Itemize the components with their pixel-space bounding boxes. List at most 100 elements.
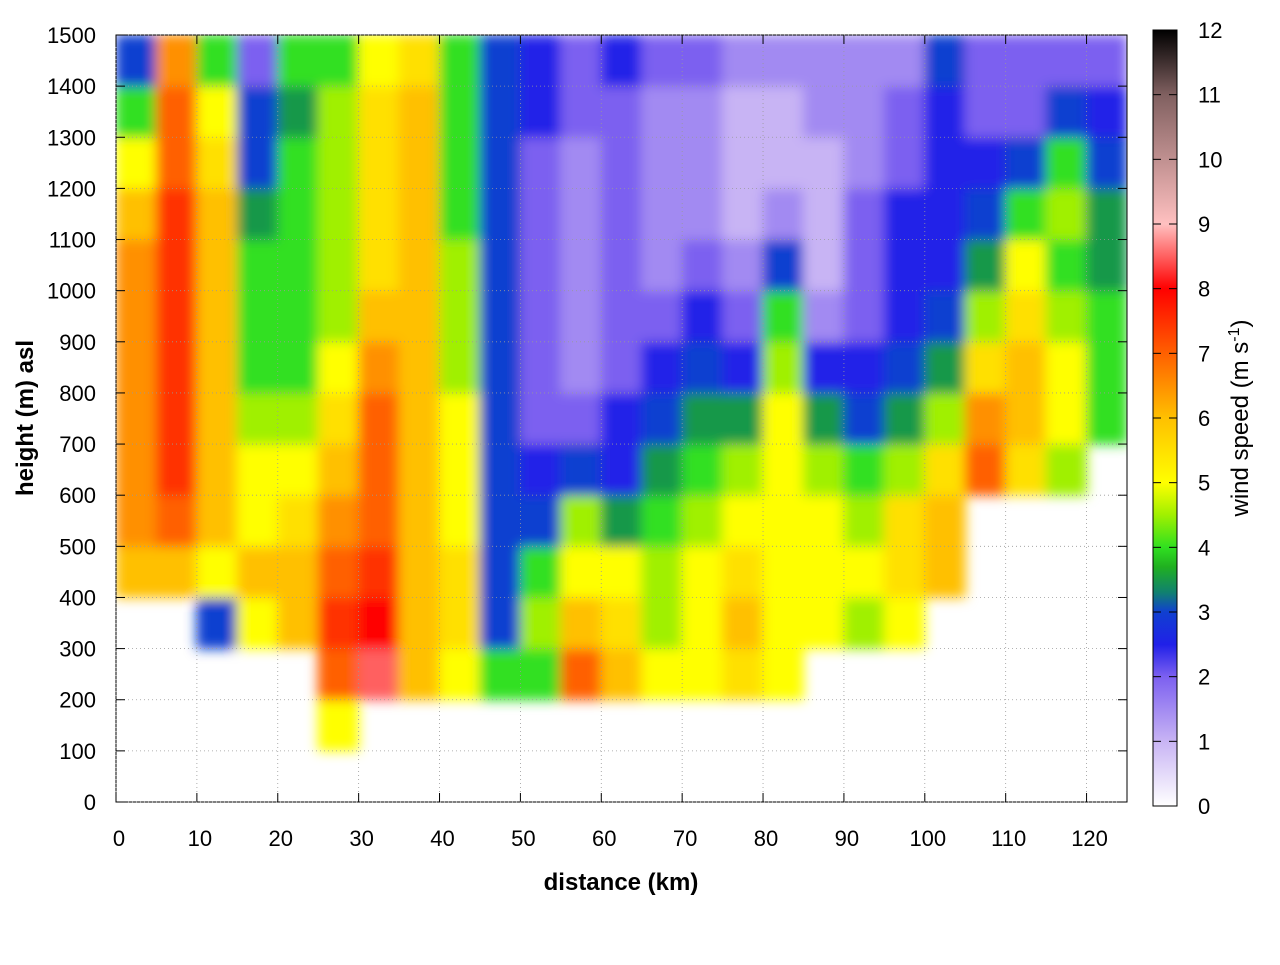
x-tick-label: 60 (592, 826, 616, 851)
heat-cell (155, 443, 198, 496)
heat-cell (600, 545, 643, 598)
heat-cell (1005, 392, 1047, 445)
heat-cell (1005, 239, 1047, 292)
heat-cell (681, 85, 724, 138)
heat-cell (560, 443, 602, 496)
heat-cell (479, 35, 521, 87)
heat-cell (600, 392, 643, 445)
heat-cell (641, 341, 683, 394)
heat-cell (519, 85, 562, 138)
y-tick-label: 300 (59, 637, 96, 662)
heat-cell (519, 187, 562, 241)
heat-cell (317, 443, 360, 496)
colorbar-tick-label: 12 (1198, 18, 1222, 43)
heat-cell (762, 392, 804, 445)
heat-cell (196, 187, 238, 241)
heat-cell (762, 443, 804, 496)
heat-cell (277, 596, 319, 650)
heat-cell (439, 341, 481, 394)
heat-cell (722, 239, 764, 292)
axes: 0 10 20 30 40 50 60 70 80 90 100 110 120010020030040… (47, 18, 1222, 851)
heat-cell (155, 494, 198, 547)
heat-cell (1005, 443, 1047, 496)
heat-cell (439, 85, 481, 138)
heat-cell (722, 648, 764, 701)
heat-cell (277, 136, 319, 189)
heat-cell (843, 85, 885, 138)
heat-cell (519, 443, 562, 496)
heat-cell (277, 290, 319, 343)
heat-cell (277, 392, 319, 445)
heat-cell (641, 596, 683, 650)
heat-cell (762, 239, 804, 292)
heat-cell (317, 341, 360, 394)
heat-cell (358, 136, 400, 189)
heat-cell (196, 494, 238, 547)
heat-cell (560, 239, 602, 292)
heat-cell (196, 35, 238, 87)
heat-cell (236, 392, 279, 445)
heat-cell (196, 392, 238, 445)
heat-cell (964, 187, 1007, 241)
heat-cell (843, 596, 885, 650)
heat-cell (600, 341, 643, 394)
heat-cell (155, 290, 198, 343)
heat-cell (1045, 136, 1088, 189)
heat-cell (519, 239, 562, 292)
heat-cell (116, 187, 157, 241)
heat-cell (762, 494, 804, 547)
x-tick-label: 100 (909, 826, 946, 851)
heat-cell (883, 596, 926, 650)
heat-cell (236, 290, 279, 343)
heat-cell (641, 494, 683, 547)
heat-cell (116, 239, 157, 292)
heat-cell (116, 290, 157, 343)
heat-cell (236, 35, 279, 87)
y-tick-label: 700 (59, 432, 96, 457)
heat-cell (358, 187, 400, 241)
heat-cell (641, 35, 683, 87)
plot-frame (115, 34, 1128, 803)
heat-cell (398, 187, 441, 241)
heat-cell (924, 443, 966, 496)
heat-cell (843, 136, 885, 189)
heat-cell (1086, 239, 1127, 292)
heat-cell (924, 290, 966, 343)
heat-cell (843, 341, 885, 394)
heat-cell (641, 187, 683, 241)
heat-cell (317, 35, 360, 87)
heat-cell (1045, 443, 1088, 496)
heat-cell (439, 392, 481, 445)
x-tick-label: 110 (991, 826, 1026, 851)
heat-cell (843, 545, 885, 598)
x-tick-label: 20 (269, 826, 293, 851)
heat-cell (843, 239, 885, 292)
heat-cell (196, 596, 238, 650)
heat-cell (116, 341, 157, 394)
heat-cell (479, 290, 521, 343)
heat-cell (479, 648, 521, 701)
heat-cell (802, 392, 845, 445)
colorbar-tick-label: 5 (1198, 471, 1210, 496)
x-tick-label: 80 (754, 826, 778, 851)
heat-cell (398, 494, 441, 547)
colorbar-tick-label: 7 (1198, 341, 1210, 366)
heat-cell (398, 85, 441, 138)
heat-cell (317, 136, 360, 189)
heat-cell (236, 596, 279, 650)
heat-cell (236, 239, 279, 292)
heat-cell (277, 443, 319, 496)
y-tick-label: 1000 (47, 279, 96, 304)
heat-cell (762, 596, 804, 650)
heat-cell (236, 341, 279, 394)
heat-cell (681, 494, 724, 547)
heat-cell (762, 290, 804, 343)
colorbar-tick-label: 8 (1198, 277, 1210, 302)
heat-cell (681, 392, 724, 445)
heat-cell (398, 341, 441, 394)
heat-cell (479, 494, 521, 547)
heat-cell (358, 392, 400, 445)
colorbar-label: wind speed (m s-1) (1226, 320, 1254, 518)
heat-cell (519, 136, 562, 189)
heat-cell (802, 443, 845, 496)
